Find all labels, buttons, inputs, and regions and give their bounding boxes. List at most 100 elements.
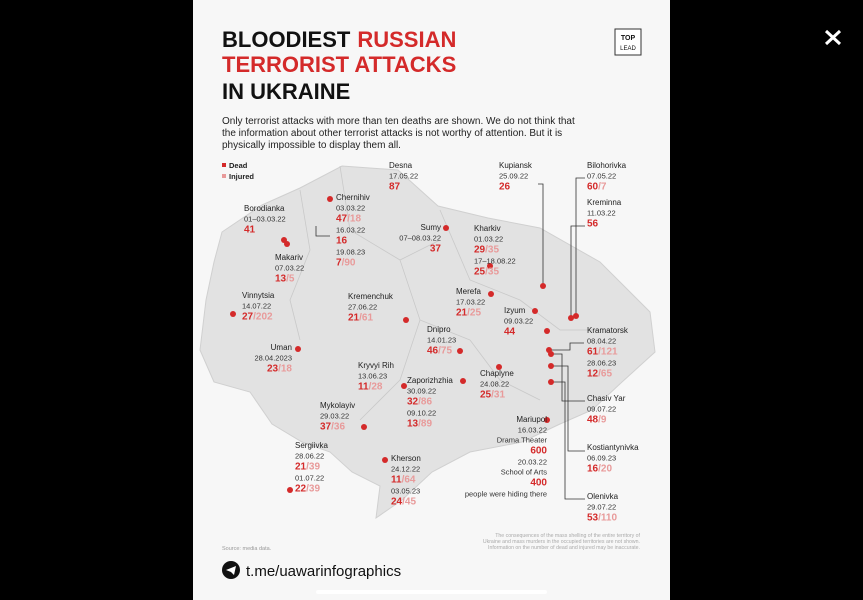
event-figures: 56 [587, 219, 599, 230]
disclaimer: The consequences of the mass shelling of… [483, 533, 641, 551]
location-name: Sergiivka [295, 441, 328, 450]
event-figures: 13/5 [275, 274, 295, 285]
event-figures: 21/25 [456, 308, 481, 319]
event-date: 07.05.22 [587, 172, 616, 181]
event-figures: 27/202 [242, 312, 273, 323]
event-figures: 41 [244, 225, 256, 236]
location-name: Mykolayiv [320, 401, 355, 410]
event-figures: 46/75 [427, 346, 452, 357]
location-name: Borodianka [244, 204, 285, 213]
location-note: people were hiding there [465, 490, 547, 499]
event-figures: 400 [530, 478, 547, 489]
location-name: Uman [271, 343, 292, 352]
event-date: 09.03.22 [504, 317, 533, 326]
location-name: Izyum [504, 306, 526, 315]
event-figures: 16/20 [587, 464, 612, 475]
event-figures: 25/35 [474, 267, 499, 278]
location-name: Desna [389, 161, 413, 170]
title: BLOODIEST RUSSIAN [222, 27, 456, 52]
event-figures: 12/65 [587, 369, 612, 380]
title: IN UKRAINE [222, 79, 350, 104]
event-date: 28.06.23 [587, 359, 616, 368]
event-date: 14.07.22 [242, 302, 271, 311]
location-dot [403, 317, 409, 323]
location-name: Kramatorsk [587, 326, 629, 335]
event-figures: 29/35 [474, 245, 499, 256]
event-figures: 48/9 [587, 415, 607, 426]
location-name: Mariupol [516, 415, 547, 424]
legend-label: Injured [229, 172, 254, 181]
title-black: BLOODIEST [222, 27, 351, 52]
location-dot [540, 283, 546, 289]
event-date: 01.07.22 [295, 474, 324, 483]
event-figures: 60/7 [587, 182, 607, 193]
event-date: 17.05.22 [389, 172, 418, 181]
location-dot [295, 346, 301, 352]
event-date: 09.10.22 [407, 409, 436, 418]
location-dot [568, 315, 574, 321]
locations: Desna17.05.2287Chernihiv03.03.2247/1816.… [230, 161, 639, 524]
location-dot [284, 241, 290, 247]
event-figures: 23/18 [267, 364, 292, 375]
event-date: 29.07.22 [587, 503, 616, 512]
event-date: 13.06.23 [358, 372, 387, 381]
disclaimer-line: The consequences of the mass shelling of… [495, 533, 640, 539]
location-name: Sumy [421, 223, 441, 232]
event-date: 07–08.03.22 [399, 234, 441, 243]
location-name: Chernihiv [336, 193, 370, 202]
event-figures: 37 [430, 244, 442, 255]
description-line: the information about other terrorist at… [222, 128, 562, 139]
location-name: Makariv [275, 253, 303, 262]
event-place: School of Arts [501, 468, 548, 477]
event-date: 25.09.22 [499, 172, 528, 181]
logo-text: LEAD [620, 46, 636, 52]
location-name: Vinnytsia [242, 291, 275, 300]
location-name: Kostiantynivka [587, 443, 639, 452]
telegram-link[interactable]: t.me/uawarinfographics [246, 563, 401, 580]
event-figures: 32/86 [407, 397, 432, 408]
legend-swatch [222, 163, 226, 167]
event-date: 19.08.23 [336, 248, 365, 257]
event-figures: 22/39 [295, 484, 320, 495]
event-date: 06.09.23 [587, 454, 616, 463]
description-line: Only terrorist attacks with more than te… [222, 116, 575, 127]
event-figures: 16 [336, 236, 348, 247]
location-name: Bilohorivka [587, 161, 627, 170]
location-dot [487, 263, 493, 269]
location-dot [230, 311, 236, 317]
location-dot [573, 313, 579, 319]
title: TERRORIST ATTACKS [222, 52, 456, 77]
event-figures: 47/18 [336, 214, 361, 225]
location-dot [401, 383, 407, 389]
event-date: 16.03.22 [518, 426, 547, 435]
event-date: 03.05.23 [391, 487, 420, 496]
event-date: 20.03.22 [518, 458, 547, 467]
description: Only terrorist attacks with more than te… [222, 116, 575, 151]
event-figures: 37/36 [320, 422, 345, 433]
location-name: Chaplyne [480, 369, 514, 378]
source: Source: media data. [222, 546, 272, 552]
event-date: 14.01.23 [427, 336, 456, 345]
logo [614, 28, 642, 56]
location-dot [548, 363, 554, 369]
event-figures: 24/45 [391, 497, 416, 508]
event-figures: 53/110 [587, 513, 617, 524]
location-dot [382, 457, 388, 463]
title-red: RUSSIAN [357, 27, 456, 52]
description-line: physically impossible to display them al… [222, 140, 401, 151]
event-figures: 21/39 [295, 462, 320, 473]
disclaimer-line: Ukraine and mass murders in the occupied… [483, 539, 640, 545]
close-button[interactable] [824, 29, 842, 46]
telegram-plane [226, 566, 236, 575]
location-dot [460, 378, 466, 384]
event-date: 16.03.22 [336, 226, 365, 235]
event-date: 30.09.22 [407, 387, 436, 396]
event-figures: 44 [504, 327, 516, 338]
legend-swatch [222, 174, 226, 178]
disclaimer-line: Information on the number of dead and in… [488, 545, 640, 551]
event-date: 01.03.22 [474, 235, 503, 244]
event-date: 24.12.22 [391, 465, 420, 474]
event-date: 24.08.22 [480, 380, 509, 389]
event-date: 07.03.22 [275, 264, 304, 273]
